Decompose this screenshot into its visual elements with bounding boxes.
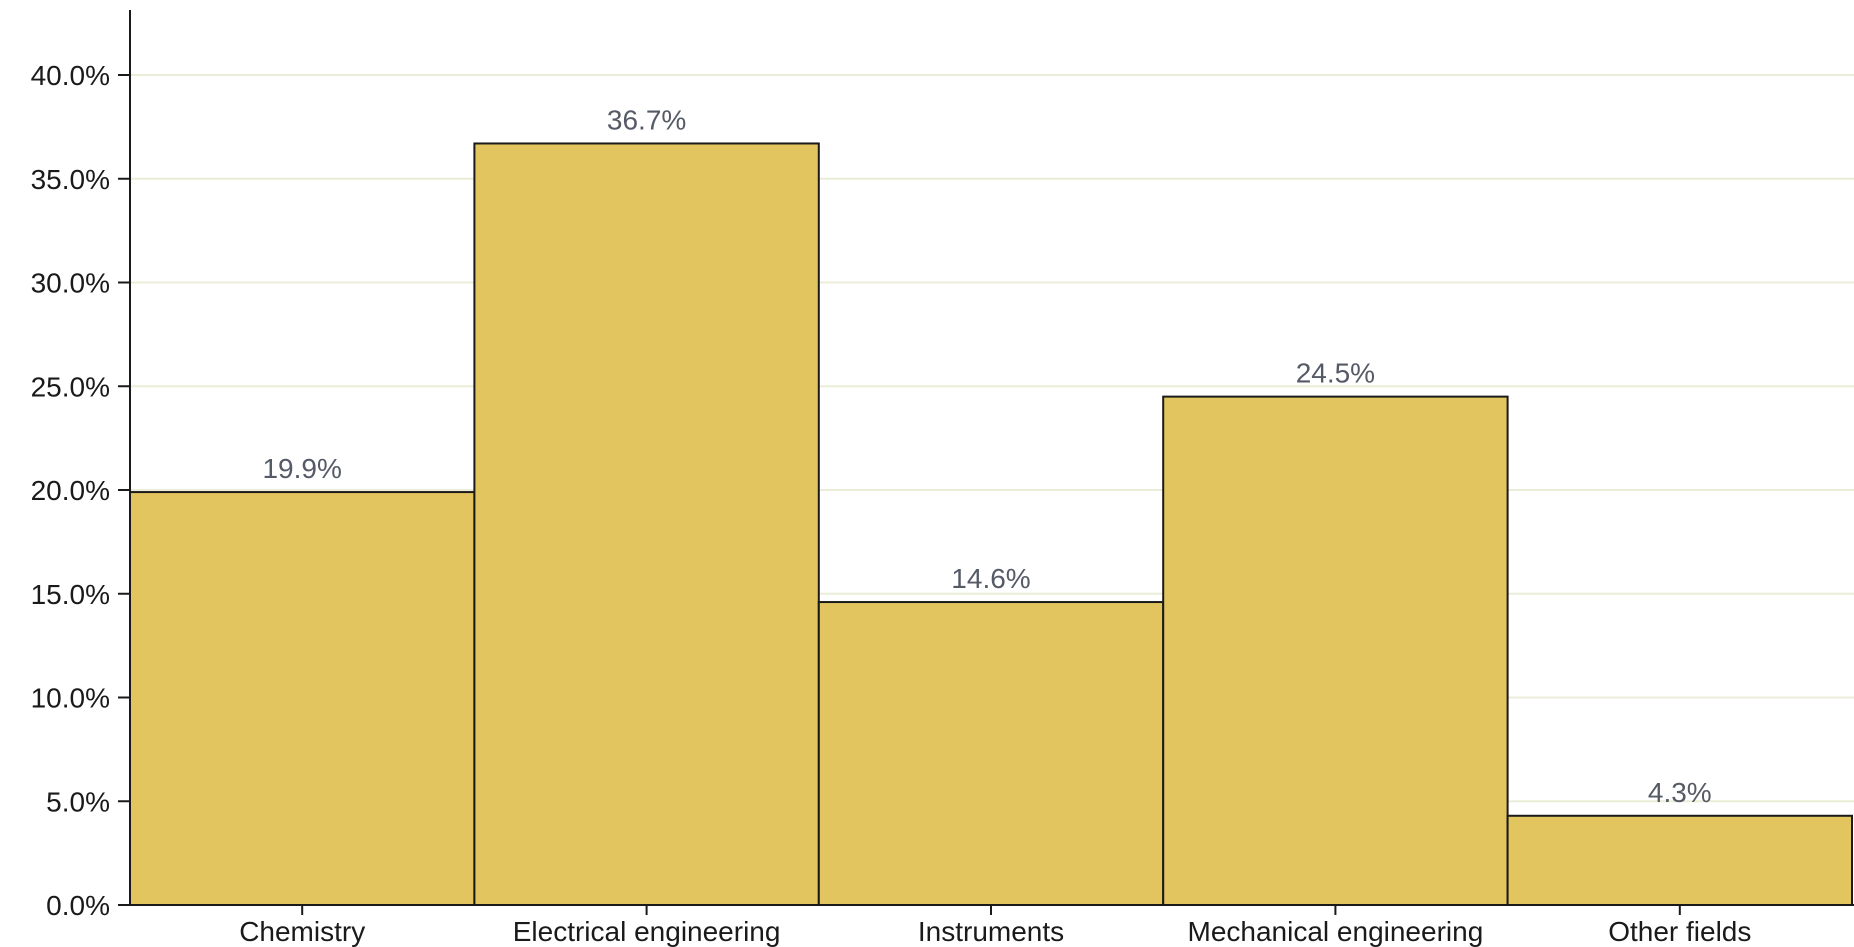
data-labels: 19.9% 36.7% 14.6% 24.5% 4.3% [262,104,1711,807]
x-tick-label: Instruments [918,916,1064,947]
x-tick-label: Electrical engineering [513,916,781,947]
x-tick-label: Mechanical engineering [1188,916,1484,947]
y-tick-label: 15.0% [31,579,110,610]
y-tick-label: 25.0% [31,371,110,402]
data-label: 24.5% [1296,358,1375,389]
y-tick-label: 35.0% [31,164,110,195]
x-tick-label: Chemistry [239,916,365,947]
y-tick-label: 5.0% [46,786,110,817]
data-label: 19.9% [262,453,341,484]
bar [1506,814,1853,907]
bar [473,142,820,907]
y-tick-label: 20.0% [31,475,110,506]
data-label: 36.7% [607,104,686,135]
y-tick-label: 40.0% [31,60,110,91]
data-label: 4.3% [1648,777,1712,808]
x-axis-labels: Chemistry Electrical engineering Instrumen… [239,905,1751,947]
y-tick-label: 30.0% [31,268,110,299]
y-tick-label: 0.0% [46,890,110,921]
x-tick-label: Other fields [1608,916,1751,947]
y-axis-ticks: 0.0% 5.0% 10.0% 15.0% 20.0% 25.0% 30.0% 35.0% 40… [31,60,130,921]
data-label: 14.6% [951,563,1030,594]
y-tick-label: 10.0% [31,683,110,714]
bars [129,142,1853,907]
bar [817,601,1165,906]
bar [1162,395,1509,906]
bar [129,491,476,906]
